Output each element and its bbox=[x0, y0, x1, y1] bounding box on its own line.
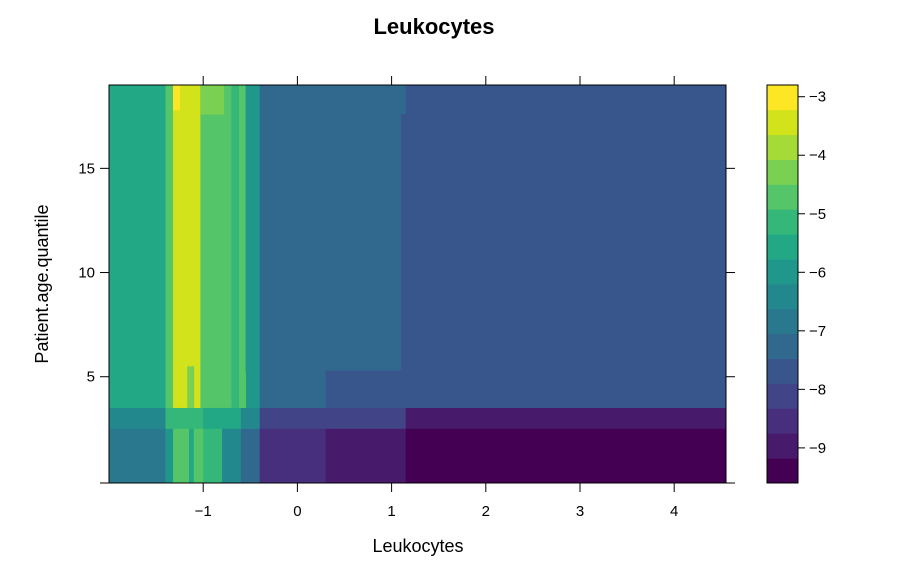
heatmap-cell bbox=[193, 428, 204, 484]
heatmap-cell bbox=[259, 85, 407, 371]
colorbar-frame bbox=[766, 84, 799, 484]
heatmap-cell bbox=[189, 428, 195, 484]
y-tick-label: 5 bbox=[87, 369, 95, 386]
y-tick-label: 10 bbox=[78, 265, 95, 282]
heatmap-cell bbox=[245, 85, 261, 409]
heatmap-cell bbox=[405, 407, 727, 430]
heatmap-cell bbox=[165, 428, 174, 484]
chart-title: Leukocytes bbox=[373, 14, 494, 39]
heatmap-cell bbox=[238, 85, 246, 409]
heatmap-cell bbox=[231, 85, 240, 409]
heatmap-cell bbox=[200, 85, 225, 409]
heatmap-cell bbox=[187, 366, 195, 409]
heatmap-cell bbox=[325, 370, 407, 409]
heatmap-cell bbox=[259, 428, 327, 484]
colorbar-segment bbox=[767, 85, 798, 111]
colorbar-segment bbox=[767, 259, 798, 285]
heatmap-cell bbox=[109, 428, 166, 484]
heatmap-cells bbox=[109, 85, 727, 484]
x-tick-label: 0 bbox=[293, 503, 301, 520]
colorbar-tick-label: −7 bbox=[809, 323, 826, 340]
heatmap-cell bbox=[259, 370, 327, 409]
colorbar-segment bbox=[767, 408, 798, 434]
heatmap-cell bbox=[200, 85, 225, 115]
heatmap-cell bbox=[238, 372, 246, 409]
y-axis: 5 10 15 bbox=[78, 160, 735, 484]
heatmap-cell bbox=[405, 85, 727, 115]
colorbar-tick-label: −9 bbox=[809, 440, 826, 457]
y-axis-label: Patient.age.quantile bbox=[32, 204, 52, 363]
colorbar-segment bbox=[767, 234, 798, 260]
colorbar-segment bbox=[767, 109, 798, 136]
colorbar-segment bbox=[767, 458, 798, 484]
x-tick-label: 4 bbox=[670, 503, 678, 520]
heatmap-cell bbox=[405, 114, 727, 409]
heatmap-cell bbox=[240, 428, 261, 484]
colorbar-segment bbox=[767, 383, 798, 409]
colorbar-segment bbox=[767, 134, 798, 160]
colorbar-segment bbox=[767, 209, 798, 235]
colorbar-tick-label: −4 bbox=[809, 147, 826, 164]
heatmap-cell bbox=[203, 407, 242, 430]
heatmap-cell bbox=[240, 407, 261, 430]
heatmap-cell bbox=[405, 428, 727, 484]
heatmap-cell bbox=[259, 407, 407, 430]
x-axis-label: Leukocytes bbox=[372, 536, 463, 556]
colorbar-segment bbox=[767, 433, 798, 459]
x-tick-label: 2 bbox=[482, 503, 490, 520]
x-tick-label: 1 bbox=[387, 503, 395, 520]
x-tick-label: −1 bbox=[195, 503, 212, 520]
colorbar-tick-label: −6 bbox=[809, 264, 826, 281]
heatmap-cell bbox=[179, 85, 201, 409]
colorbar-tick-label: −5 bbox=[809, 206, 826, 223]
colorbar-segment bbox=[767, 284, 798, 310]
heatmap-cell bbox=[173, 85, 181, 409]
x-tick-label: 3 bbox=[576, 503, 584, 520]
colorbar-segment bbox=[767, 333, 798, 359]
heatmap-cell bbox=[109, 85, 166, 409]
heatmap-cell bbox=[165, 85, 174, 409]
colorbar-segment bbox=[767, 184, 798, 210]
heatmap-cell bbox=[109, 407, 166, 430]
colorbar-tick-label: −3 bbox=[809, 89, 826, 106]
plot-frame bbox=[108, 84, 727, 484]
colorbar: −3 −4 −5 −6 −7 −8 −9 bbox=[766, 84, 826, 484]
colorbar-segment bbox=[767, 358, 798, 384]
heatmap-cell bbox=[173, 85, 181, 111]
x-axis: −1 0 1 2 3 4 bbox=[195, 76, 678, 520]
heatmap-cell bbox=[203, 428, 223, 484]
heatmap-cell bbox=[401, 114, 407, 371]
heatmap-cell bbox=[165, 407, 204, 430]
heatmap-cell bbox=[325, 428, 407, 484]
heatmap-cell bbox=[222, 428, 242, 484]
colorbar-tick-label: −8 bbox=[809, 381, 826, 398]
colorbar-segment bbox=[767, 159, 798, 185]
heatmap-cell bbox=[173, 428, 190, 484]
heatmap-cell bbox=[223, 85, 232, 409]
colorbar-segment bbox=[767, 308, 798, 335]
y-tick-label: 15 bbox=[78, 160, 95, 177]
